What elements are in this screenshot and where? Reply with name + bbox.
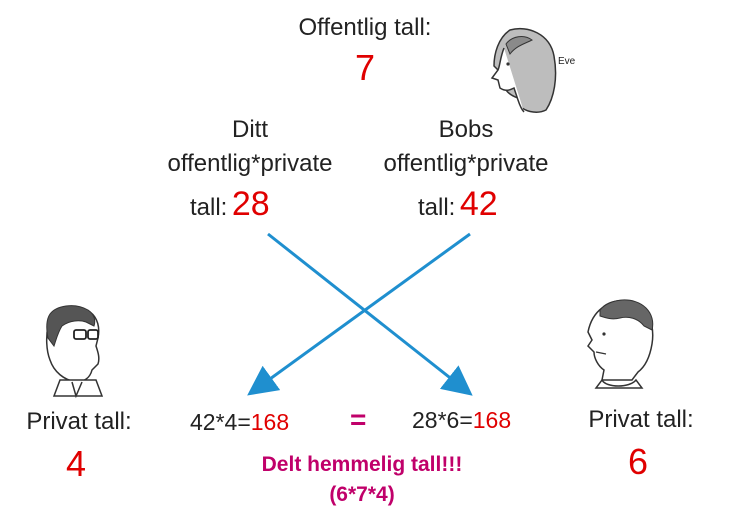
bob-public-line2: offentlig*private [383, 150, 549, 177]
shared-secret-line2: (6*7*4) [329, 483, 395, 506]
left-private-label: Privat tall: [26, 408, 132, 435]
right-calc-result: 168 [472, 407, 512, 433]
alice-public-value-row: tall: 28 [190, 186, 340, 222]
right-calculation: 28*6=168 [412, 406, 511, 434]
bob-public-value-row: tall: 42 [418, 186, 568, 222]
alice-face-icon [45, 305, 104, 399]
bob-face-icon [587, 299, 654, 389]
shared-secret-line1: Delt hemmelig tall!!! [261, 453, 463, 476]
equals-sign: = [350, 404, 367, 435]
right-calc-expr: 28*6= [412, 407, 473, 433]
right-private-value: 6 [627, 441, 649, 482]
right-private-label: Privat tall: [588, 406, 694, 433]
alice-public-line1: Ditt [232, 116, 268, 143]
eve-label: Eve [558, 56, 576, 67]
alice-public-prefix: tall: [190, 194, 228, 221]
bob-public-prefix: tall: [418, 194, 456, 221]
alice-public-line2: offentlig*private [167, 150, 333, 177]
public-number-label: Offentlig tall: [298, 14, 432, 41]
left-private-value: 4 [65, 443, 87, 484]
arrow-bob-to-alice [247, 232, 471, 396]
left-calc-result: 168 [250, 409, 290, 435]
arrow-alice-to-bob [267, 232, 473, 396]
bob-public-line1: Bobs [438, 116, 494, 143]
public-number-value: 7 [354, 47, 376, 88]
eve-face-icon: Eve [490, 27, 576, 113]
bob-public-value: 42 [459, 185, 498, 223]
left-calculation: 42*4=168 [190, 408, 289, 436]
alice-public-value: 28 [231, 185, 270, 223]
left-calc-expr: 42*4= [190, 409, 251, 435]
